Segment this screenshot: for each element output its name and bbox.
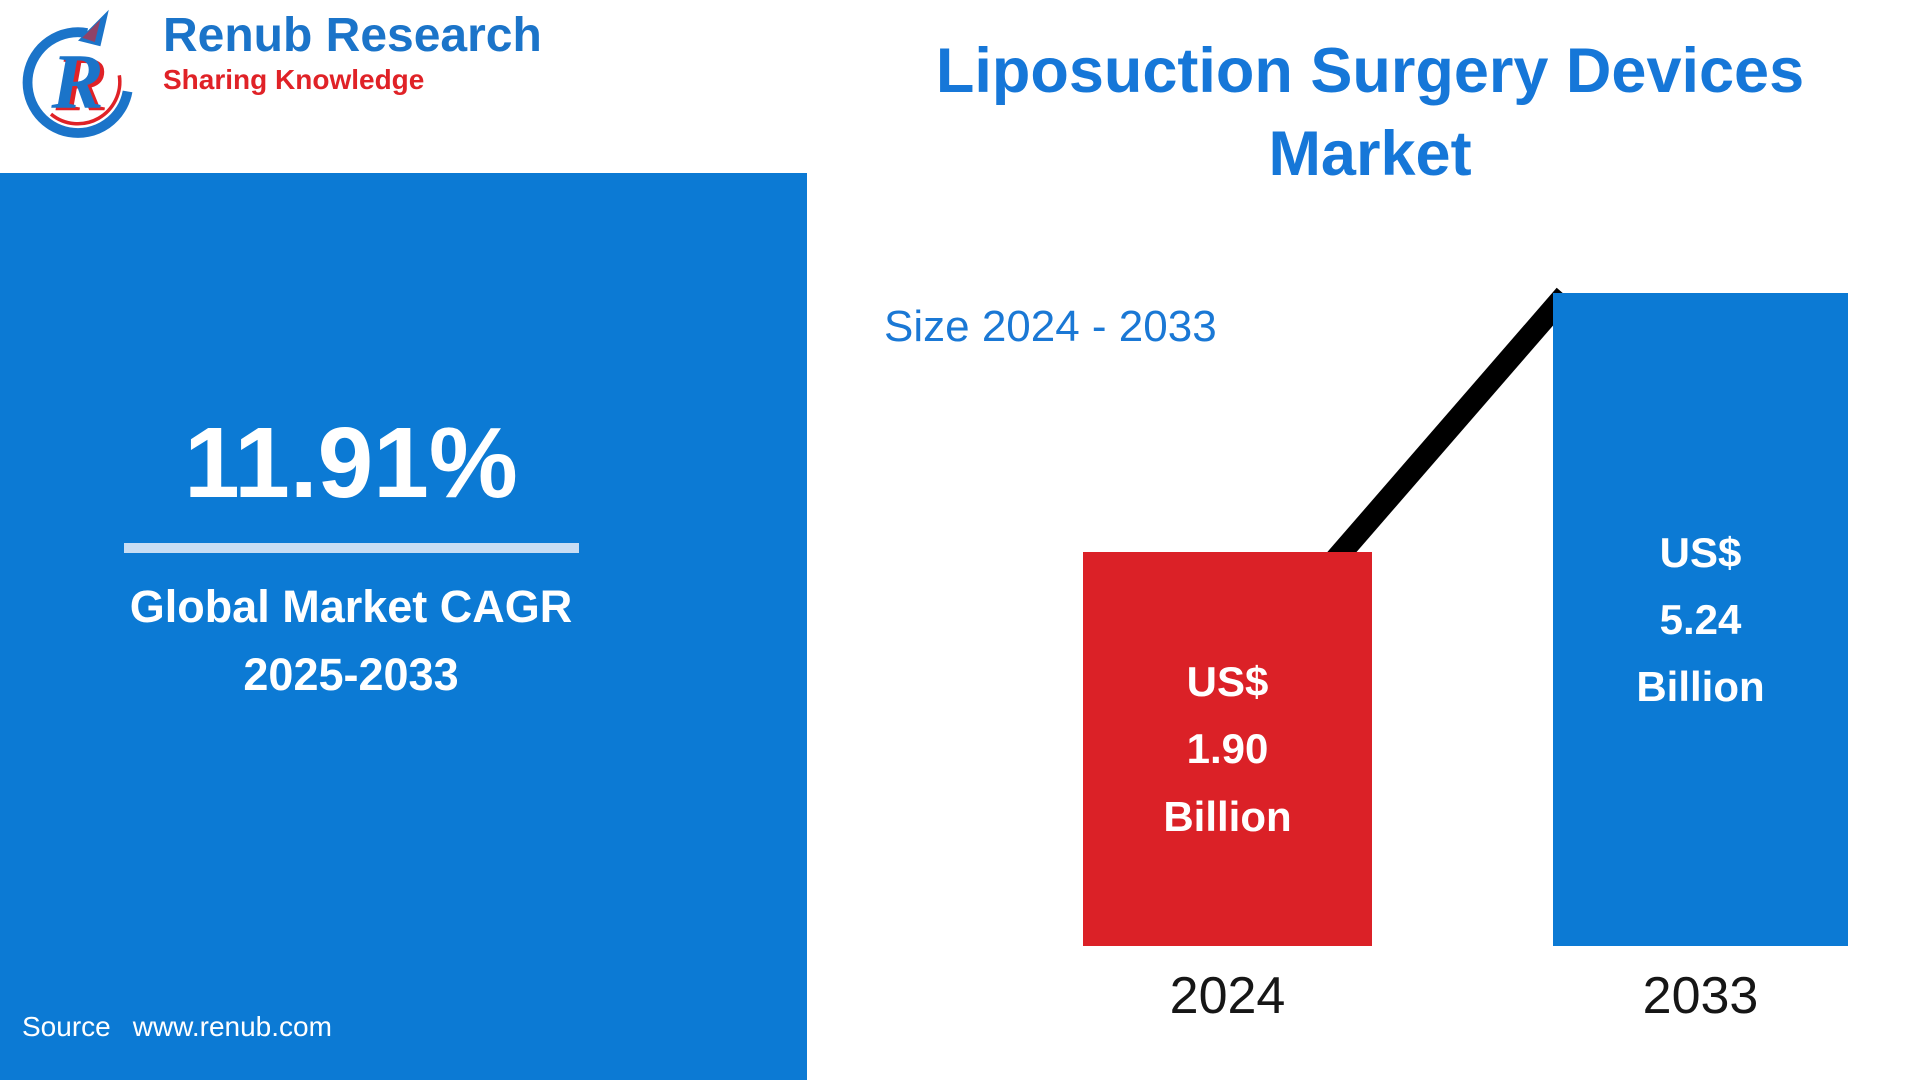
brand-tagline: Sharing Knowledge [163, 64, 425, 95]
bar-2024-label-line3: Billion [1163, 792, 1292, 840]
source-label: Source [22, 1011, 111, 1042]
x-axis-label-2024: 2024 [1169, 967, 1286, 1025]
growth-connector-line [1326, 287, 1574, 568]
bar-2033: US$ 5.24 Billion [1553, 293, 1848, 946]
bar-2033-label-line1: US$ [1659, 528, 1742, 576]
bar-2033-value-label: US$ 5.24 Billion [1636, 519, 1764, 721]
page-subtitle: Size 2024 - 2033 [884, 302, 1217, 351]
page-title-line1: Liposuction Surgery Devices [935, 36, 1805, 106]
divider [123, 543, 579, 553]
svg-text:R: R [50, 38, 103, 125]
source-url: www.renub.com [132, 1011, 332, 1042]
cagr-caption-line2: 2025-2033 [243, 648, 459, 700]
page-title: Liposuction Surgery Devices Market [870, 30, 1870, 196]
svg-text:R: R [55, 41, 108, 128]
source-line: Source www.renub.com [22, 1011, 332, 1043]
cagr-value: 11.91% [184, 407, 518, 519]
bar-2024-label-line2: 1.90 [1186, 725, 1269, 773]
cagr-stat-block: 11.91% Global Market CAGR 2025-2033 [71, 413, 631, 708]
brand-name: Renub Research [163, 9, 542, 62]
logo-text-block: Renub Research Sharing Knowledge [163, 12, 542, 94]
renub-logo-icon: R R [22, 9, 133, 138]
bar-2024-value-label: US$ 1.90 Billion [1163, 648, 1291, 850]
page-title-line2: Market [1268, 119, 1472, 190]
cagr-caption: Global Market CAGR 2025-2033 [71, 573, 631, 708]
bar-2033-label-line3: Billion [1636, 663, 1765, 711]
bar-2024-label-line1: US$ [1186, 658, 1269, 706]
bar-2033-label-line2: 5.24 [1659, 595, 1742, 643]
x-axis-label-2033: 2033 [1642, 967, 1759, 1025]
cagr-caption-line1: Global Market CAGR [129, 581, 573, 632]
bar-2024: US$ 1.90 Billion [1083, 552, 1372, 946]
cagr-panel: 11.91% Global Market CAGR 2025-2033 Sour… [0, 173, 807, 1080]
